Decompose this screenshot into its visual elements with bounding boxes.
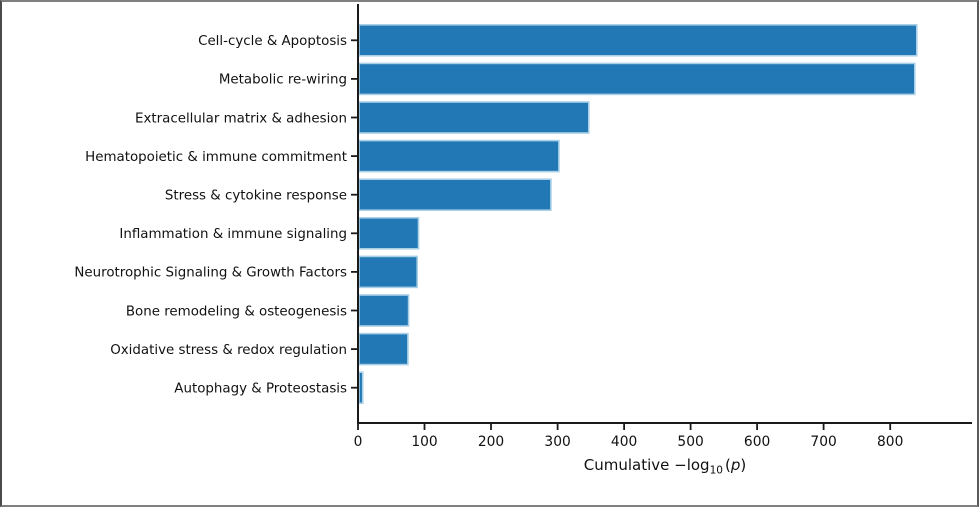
category-label: Neurotrophic Signaling & Growth Factors: [74, 266, 347, 281]
category-label: Metabolic re-wiring: [219, 73, 347, 88]
bar: [358, 101, 590, 134]
category-label: Cell-cycle & Apoptosis: [198, 34, 347, 49]
bar: [358, 371, 364, 405]
bar: [358, 332, 409, 366]
x-tick-label: 100: [411, 434, 437, 450]
x-tick-label: 800: [877, 434, 903, 450]
x-tick-label: 0: [354, 434, 363, 450]
x-tick-label: 200: [478, 434, 504, 450]
category-label: Bone remodeling & osteogenesis: [126, 304, 347, 319]
bar: [358, 139, 560, 173]
category-label: Oxidative stress & redox regulation: [110, 343, 347, 358]
bar: [358, 294, 410, 327]
bar: [358, 23, 918, 57]
bar: [358, 178, 552, 211]
bar: [358, 62, 916, 96]
category-label: Hematopoietic & immune commitment: [85, 150, 347, 165]
category-label: Stress & cytokine response: [165, 189, 347, 204]
x-tick-label: 700: [810, 434, 836, 450]
x-tick-label: 500: [677, 434, 703, 450]
x-tick-label: 400: [611, 434, 637, 450]
x-tick-label: 600: [744, 434, 770, 450]
category-label: Extracellular matrix & adhesion: [135, 111, 347, 126]
category-label: Autophagy & Proteostasis: [174, 382, 347, 397]
bar: [358, 255, 419, 289]
x-axis-label: Cumulative −log10 (p): [584, 456, 746, 477]
x-tick-label: 300: [544, 434, 570, 450]
bar: [358, 217, 420, 250]
category-label: Inflammation & immune signaling: [119, 227, 347, 242]
